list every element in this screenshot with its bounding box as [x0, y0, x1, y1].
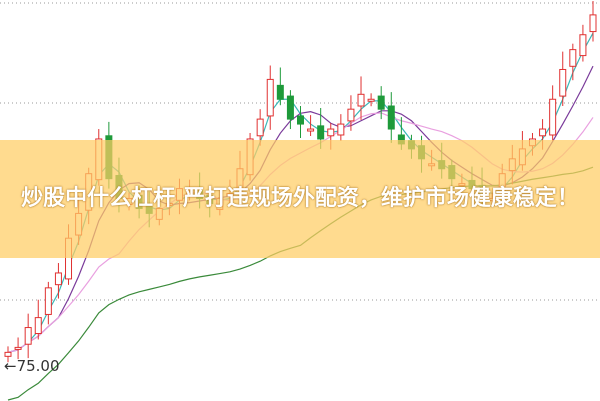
- candle-body: [266, 78, 274, 117]
- candle-body: [34, 317, 42, 335]
- candle-body: [327, 128, 335, 137]
- candle-body: [297, 115, 304, 125]
- candle-body: [276, 84, 284, 100]
- candle-body: [539, 128, 547, 137]
- candle-body: [559, 68, 567, 97]
- candle-body: [337, 123, 345, 136]
- candle-body: [347, 108, 355, 122]
- candle-body: [24, 327, 32, 345]
- candle-body: [286, 95, 294, 120]
- candle-body: [307, 128, 315, 132]
- candle-body: [589, 14, 597, 33]
- candle-body: [14, 346, 22, 350]
- candle-body: [569, 49, 577, 67]
- candle-body: [54, 272, 62, 286]
- candle-body: [317, 125, 325, 140]
- candle-body: [387, 105, 395, 130]
- candle-body: [44, 287, 52, 315]
- price-annotation: ←75.00: [4, 357, 60, 375]
- title-banner: 炒股中什么杠杆 严打违规场外配资，维护市场健康稳定！: [0, 140, 600, 258]
- candle-body: [377, 95, 385, 110]
- candle-body: [357, 93, 365, 107]
- candle-body: [579, 34, 587, 57]
- candle-body: [367, 98, 375, 102]
- candle-body: [549, 98, 557, 136]
- article-title: 炒股中什么杠杆 严打违规场外配资，维护市场健康稳定！: [21, 186, 579, 211]
- candle-body: [256, 118, 264, 137]
- candle-body: [4, 351, 12, 357]
